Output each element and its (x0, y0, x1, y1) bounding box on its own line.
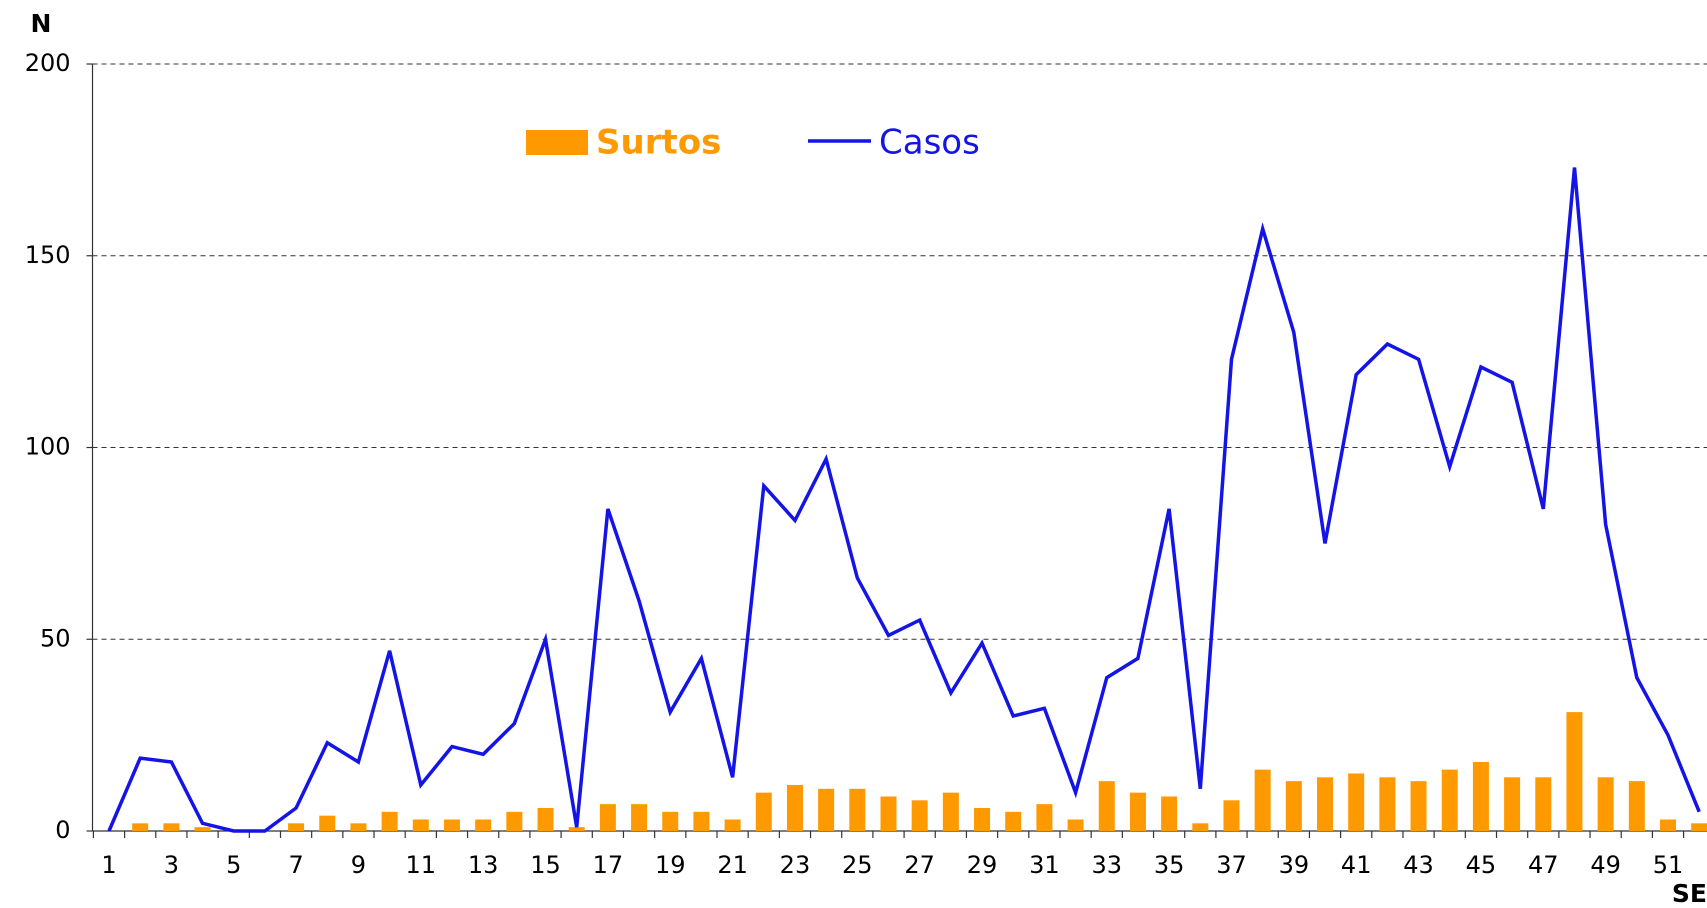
y-tick-label: 50 (40, 624, 71, 652)
line (107, 167, 1701, 833)
x-tick-label: 13 (468, 851, 499, 879)
x-tick-label: 43 (1403, 851, 1434, 879)
bar (163, 823, 180, 831)
y-tick-label: 0 (55, 816, 70, 844)
bar (1223, 800, 1240, 831)
x-tick-label: 19 (655, 851, 686, 879)
bar (818, 788, 835, 831)
bar (350, 823, 367, 831)
bar (1441, 769, 1458, 831)
y-tick-label: 100 (25, 433, 71, 461)
x-tick-label: 37 (1216, 851, 1247, 879)
x-tick-label: 7 (288, 851, 303, 879)
x-tick-label: 17 (593, 851, 624, 879)
bar (849, 788, 866, 831)
bar (599, 804, 616, 831)
x-tick-label: 33 (1091, 851, 1122, 879)
bar (568, 827, 585, 831)
bar (1348, 773, 1365, 831)
x-tick-label: 51 (1653, 851, 1684, 879)
legend: Surtos Casos (526, 123, 980, 163)
bar (443, 819, 460, 831)
bar (412, 819, 429, 831)
bar (662, 811, 679, 831)
bar (132, 823, 149, 831)
x-tick-label: 3 (164, 851, 179, 879)
bar (1192, 823, 1209, 831)
bar (1254, 769, 1271, 831)
bar (693, 811, 710, 831)
x-tick-label: 45 (1466, 851, 1497, 879)
x-tick-label: 5 (226, 851, 241, 879)
bar (1660, 819, 1676, 831)
bar (1535, 777, 1552, 831)
bar (880, 796, 897, 831)
x-tick-label: 47 (1528, 851, 1559, 879)
bar (1161, 796, 1178, 831)
legend-label: Surtos (596, 123, 721, 163)
bar (1566, 712, 1583, 831)
bar (1410, 781, 1427, 831)
bar (506, 811, 523, 831)
legend-swatch (526, 130, 588, 155)
x-tick-label: 15 (530, 851, 561, 879)
x-axis-label: SE (1672, 879, 1707, 908)
bar (755, 792, 772, 831)
legend-label: Casos (879, 123, 980, 163)
x-tick-label: 21 (717, 851, 748, 879)
bar (1067, 819, 1084, 831)
bar (1098, 781, 1115, 831)
x-tick-label: 35 (1154, 851, 1185, 879)
bar (319, 815, 336, 831)
bar (786, 784, 803, 831)
x-tick-label: 23 (780, 851, 811, 879)
bar (1285, 781, 1302, 831)
bar (1691, 823, 1707, 831)
x-tick-label: 29 (967, 851, 998, 879)
y-tick-label: 150 (25, 241, 71, 269)
bar (475, 819, 492, 831)
bar (724, 819, 741, 831)
y-tick-label: 200 (25, 49, 71, 77)
bar (631, 804, 648, 831)
bar (1472, 761, 1489, 831)
bar (1379, 777, 1396, 831)
x-tick-label: 39 (1279, 851, 1310, 879)
bar (381, 811, 398, 831)
x-tick-label: 25 (842, 851, 873, 879)
bar (194, 827, 211, 831)
bar (537, 807, 554, 831)
bar (1628, 781, 1645, 831)
bar (288, 823, 305, 831)
bar (1317, 777, 1334, 831)
x-tick-label: 49 (1590, 851, 1621, 879)
bar (1504, 777, 1521, 831)
bar (1036, 804, 1053, 831)
bar (1005, 811, 1022, 831)
x-tick-label: 11 (406, 851, 437, 879)
bar (1129, 792, 1146, 831)
x-tick-label: 9 (351, 851, 366, 879)
bar (911, 800, 928, 831)
y-axis-label: N (31, 9, 52, 38)
x-tick-label: 31 (1029, 851, 1060, 879)
bar (1597, 777, 1614, 831)
bar (942, 792, 959, 831)
x-tick-label: 27 (904, 851, 935, 879)
x-tick-label: 41 (1341, 851, 1372, 879)
bar (974, 807, 991, 831)
x-tick-label: 1 (101, 851, 116, 879)
